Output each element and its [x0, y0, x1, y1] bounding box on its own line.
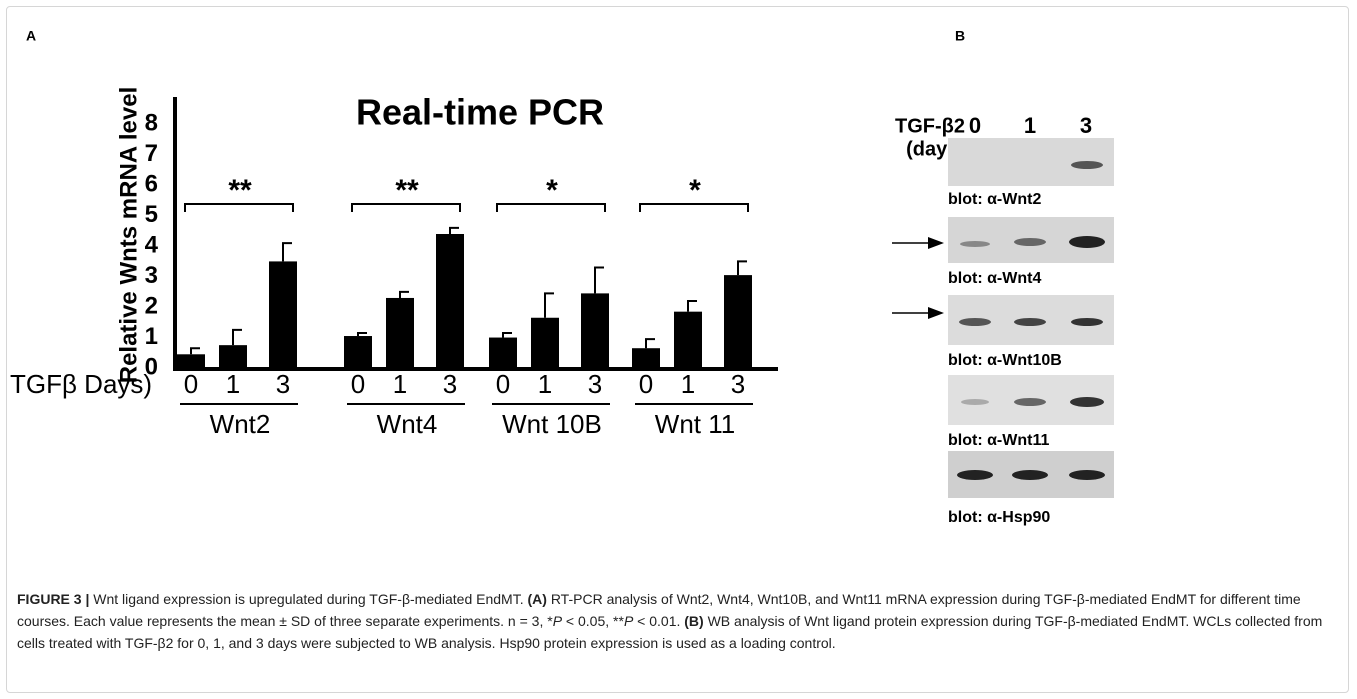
error-bar [399, 292, 409, 298]
y-tick-label: 4 [145, 232, 159, 259]
band [1069, 236, 1105, 248]
band [1071, 161, 1103, 169]
bar [531, 318, 559, 368]
band [1070, 397, 1104, 407]
y-tick-label: 5 [145, 201, 158, 228]
group-label: Wnt2 [210, 409, 271, 439]
band [1014, 318, 1046, 326]
y-axis-label: Relative Wnts mRNA level [115, 87, 142, 384]
caption-italic: P [624, 613, 633, 629]
arrow-head [928, 307, 944, 319]
x-tick-label: 1 [393, 369, 407, 399]
band [959, 318, 991, 326]
bar [386, 298, 414, 368]
x-tick-label: 3 [588, 369, 602, 399]
error-bar [282, 243, 292, 261]
error-bar [544, 293, 554, 317]
x-tick-label: 1 [538, 369, 552, 399]
x-tick-label: 0 [496, 369, 510, 399]
x-tick-label: 3 [276, 369, 290, 399]
band [1014, 398, 1046, 406]
bar [724, 275, 752, 368]
bar [344, 336, 372, 368]
bar [489, 338, 517, 368]
bar [632, 348, 660, 368]
error-bar [357, 333, 367, 336]
error-bar [687, 301, 697, 312]
x-tick-label: 0 [184, 369, 198, 399]
y-tick-label: 1 [145, 323, 158, 350]
blot-label: blot: α-Wnt4 [948, 270, 1041, 287]
significance: * [546, 174, 558, 207]
arrow-head [928, 237, 944, 249]
chart-title: Real-time PCR [356, 92, 604, 133]
error-bar [502, 333, 512, 338]
panel-label: A [26, 28, 36, 44]
error-bar [645, 339, 655, 348]
significance: ** [395, 174, 419, 207]
band [957, 470, 993, 480]
band [1014, 238, 1046, 246]
lane-label: 1 [1024, 113, 1036, 138]
x-axis-label: TGFβ Days) [10, 369, 152, 399]
bar [219, 345, 247, 368]
y-tick-label: 8 [145, 110, 158, 137]
band [1071, 318, 1103, 326]
band [1012, 470, 1048, 480]
caption-panel-ref: (B) [684, 613, 703, 629]
band [1069, 470, 1105, 480]
caption: FIGURE 3 | Wnt ligand expression is upre… [17, 588, 1337, 654]
y-tick-label: 6 [145, 171, 158, 198]
significance: * [689, 174, 701, 207]
group-label: Wnt 10B [502, 409, 602, 439]
caption-text: < 0.01. [633, 613, 684, 629]
x-tick-label: 3 [443, 369, 457, 399]
blot-label: blot: α-Wnt2 [948, 191, 1041, 208]
bar [581, 293, 609, 368]
y-tick-label: 3 [145, 262, 158, 289]
error-bar [232, 330, 242, 345]
x-tick-label: 1 [681, 369, 695, 399]
caption-italic: P [553, 613, 562, 629]
blot-label: blot: α-Wnt11 [948, 432, 1049, 449]
significance: ** [228, 174, 252, 207]
x-tick-label: 0 [351, 369, 365, 399]
y-tick-label: 2 [145, 292, 158, 319]
lane-label: 0 [969, 113, 981, 138]
lane-label: 3 [1080, 113, 1092, 138]
caption-text: Wnt ligand expression is upregulated dur… [89, 591, 527, 607]
bar [674, 312, 702, 368]
caption-label: FIGURE 3 | [17, 591, 89, 607]
band [961, 399, 989, 405]
x-tick-label: 0 [639, 369, 653, 399]
caption-panel-ref: (A) [528, 591, 547, 607]
page: {"panel_a_label": "A", "panel_b_label": … [0, 0, 1357, 699]
bar [269, 261, 297, 368]
band [960, 241, 990, 247]
bar [177, 354, 205, 368]
error-bar [594, 268, 604, 294]
error-bar [449, 228, 459, 234]
bar [436, 234, 464, 368]
y-tick-label: 0 [145, 353, 158, 380]
caption-text: < 0.05, ** [562, 613, 624, 629]
error-bar [190, 348, 200, 354]
x-tick-label: 3 [731, 369, 745, 399]
x-tick-label: 1 [226, 369, 240, 399]
treatment-label: TGF-β2 [895, 115, 965, 137]
blot-label: blot: α-Wnt10B [948, 352, 1062, 369]
group-label: Wnt4 [377, 409, 438, 439]
error-bar [737, 261, 747, 275]
panel-label: B [955, 28, 965, 44]
blot-label: blot: α-Hsp90 [948, 509, 1050, 526]
group-label: Wnt 11 [655, 409, 735, 439]
y-tick-label: 7 [145, 140, 158, 167]
figure: A B Real-time PCR Relative Wnts mRNA lev… [0, 0, 1357, 585]
